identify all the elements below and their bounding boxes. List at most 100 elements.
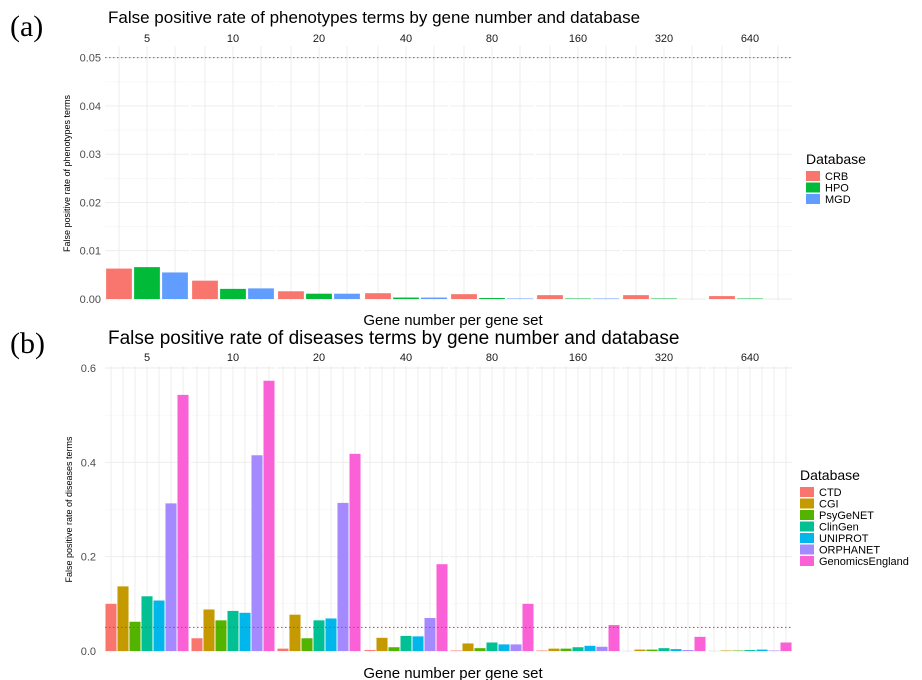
facet-panel xyxy=(708,366,792,653)
bar xyxy=(400,635,412,651)
y-tick-label: 0.01 xyxy=(80,246,101,258)
legend-label: PsyGeNET xyxy=(819,510,874,522)
bar xyxy=(177,394,189,651)
facet-panel xyxy=(191,366,275,653)
bar xyxy=(263,380,275,651)
bar xyxy=(694,636,706,651)
bar xyxy=(646,649,658,651)
facet-panel xyxy=(536,46,620,301)
x-axis-label: Gene number per gene set xyxy=(363,312,543,329)
facet-panel xyxy=(450,366,534,653)
bar xyxy=(215,620,227,651)
facet-label: 10 xyxy=(227,33,239,45)
bar xyxy=(301,638,313,651)
bar xyxy=(658,648,670,651)
facet-label: 20 xyxy=(313,352,325,364)
facet-label: 320 xyxy=(655,352,673,364)
facet-panel xyxy=(364,366,448,653)
y-axis-label: False positive rate of phenotypes terms xyxy=(62,94,72,252)
legend-swatch xyxy=(800,533,814,543)
facet-label: 40 xyxy=(400,33,412,45)
bar xyxy=(744,650,756,651)
legend-swatch xyxy=(800,487,814,497)
bar xyxy=(376,637,388,651)
bar xyxy=(153,600,165,651)
bar xyxy=(537,295,563,299)
bar xyxy=(141,596,153,651)
bar xyxy=(117,586,129,651)
legend-label: ORPHANET xyxy=(819,545,880,557)
bar xyxy=(203,609,215,651)
facet-panel xyxy=(622,366,706,653)
facet-panel xyxy=(450,46,534,301)
facet-label: 160 xyxy=(569,352,587,364)
facet-label: 320 xyxy=(655,33,673,45)
bar xyxy=(474,648,486,651)
legend-label: CTD xyxy=(819,487,842,499)
chart-title: False positive rate of phenotypes terms … xyxy=(108,8,640,27)
legend-label: UNIPROT xyxy=(819,533,869,545)
facet-label: 20 xyxy=(313,33,325,45)
bar xyxy=(162,272,188,299)
bar xyxy=(278,291,304,299)
bar xyxy=(106,268,132,299)
facet-label: 640 xyxy=(741,352,759,364)
bar xyxy=(510,644,522,651)
bar xyxy=(337,502,349,651)
legend-label: GenomicsEngland xyxy=(819,556,909,568)
bar xyxy=(421,297,447,299)
bar xyxy=(412,636,424,651)
facet-panel xyxy=(191,46,275,301)
bar xyxy=(634,649,646,651)
y-tick-label: 0.02 xyxy=(80,197,101,209)
facet-label: 10 xyxy=(227,352,239,364)
bar xyxy=(584,645,596,651)
chart-title: False positive rate of diseases terms by… xyxy=(108,328,679,349)
bar xyxy=(325,618,337,651)
bar xyxy=(306,293,332,299)
facet-label: 80 xyxy=(486,33,498,45)
facet-label: 160 xyxy=(569,33,587,45)
facet-panel xyxy=(364,46,448,301)
bar xyxy=(522,603,534,651)
bar xyxy=(227,610,239,651)
bar xyxy=(670,649,682,651)
bar xyxy=(165,503,177,651)
legend-title: Database xyxy=(806,151,866,167)
bar xyxy=(498,644,510,651)
bar xyxy=(239,612,251,651)
legend-label: CGI xyxy=(819,499,839,511)
bar xyxy=(388,647,400,651)
legend-swatch xyxy=(806,182,820,193)
facet-panel xyxy=(622,46,706,301)
bar xyxy=(289,614,301,651)
x-axis-label: Gene number per gene set xyxy=(363,665,543,680)
bar xyxy=(393,297,419,299)
bar xyxy=(451,294,477,299)
legend-label: HPO xyxy=(825,183,849,195)
y-tick-label: 0.03 xyxy=(80,149,101,161)
bar xyxy=(364,650,376,651)
bar xyxy=(365,293,391,299)
phenotypes-chart: False positive rate of phenotypes terms … xyxy=(62,8,866,329)
bar xyxy=(277,648,289,651)
legend-swatch xyxy=(800,510,814,520)
legend-swatch xyxy=(800,556,814,566)
legend-swatch xyxy=(800,498,814,509)
bar xyxy=(623,295,649,299)
y-tick-label: 0.6 xyxy=(81,363,96,375)
bar xyxy=(334,293,360,299)
bar xyxy=(682,650,694,651)
y-axis-label: False positive rate of diseases terms xyxy=(64,436,74,583)
facet-panel xyxy=(277,46,361,301)
bar xyxy=(349,453,361,651)
bar xyxy=(192,280,218,299)
bar xyxy=(780,642,792,651)
facet-label: 80 xyxy=(486,352,498,364)
panel-a-tag: (a) xyxy=(10,10,43,43)
y-tick-label: 0.05 xyxy=(80,53,101,65)
bar xyxy=(105,603,117,651)
bar xyxy=(756,649,768,651)
bar xyxy=(479,298,505,299)
bar xyxy=(424,617,436,651)
